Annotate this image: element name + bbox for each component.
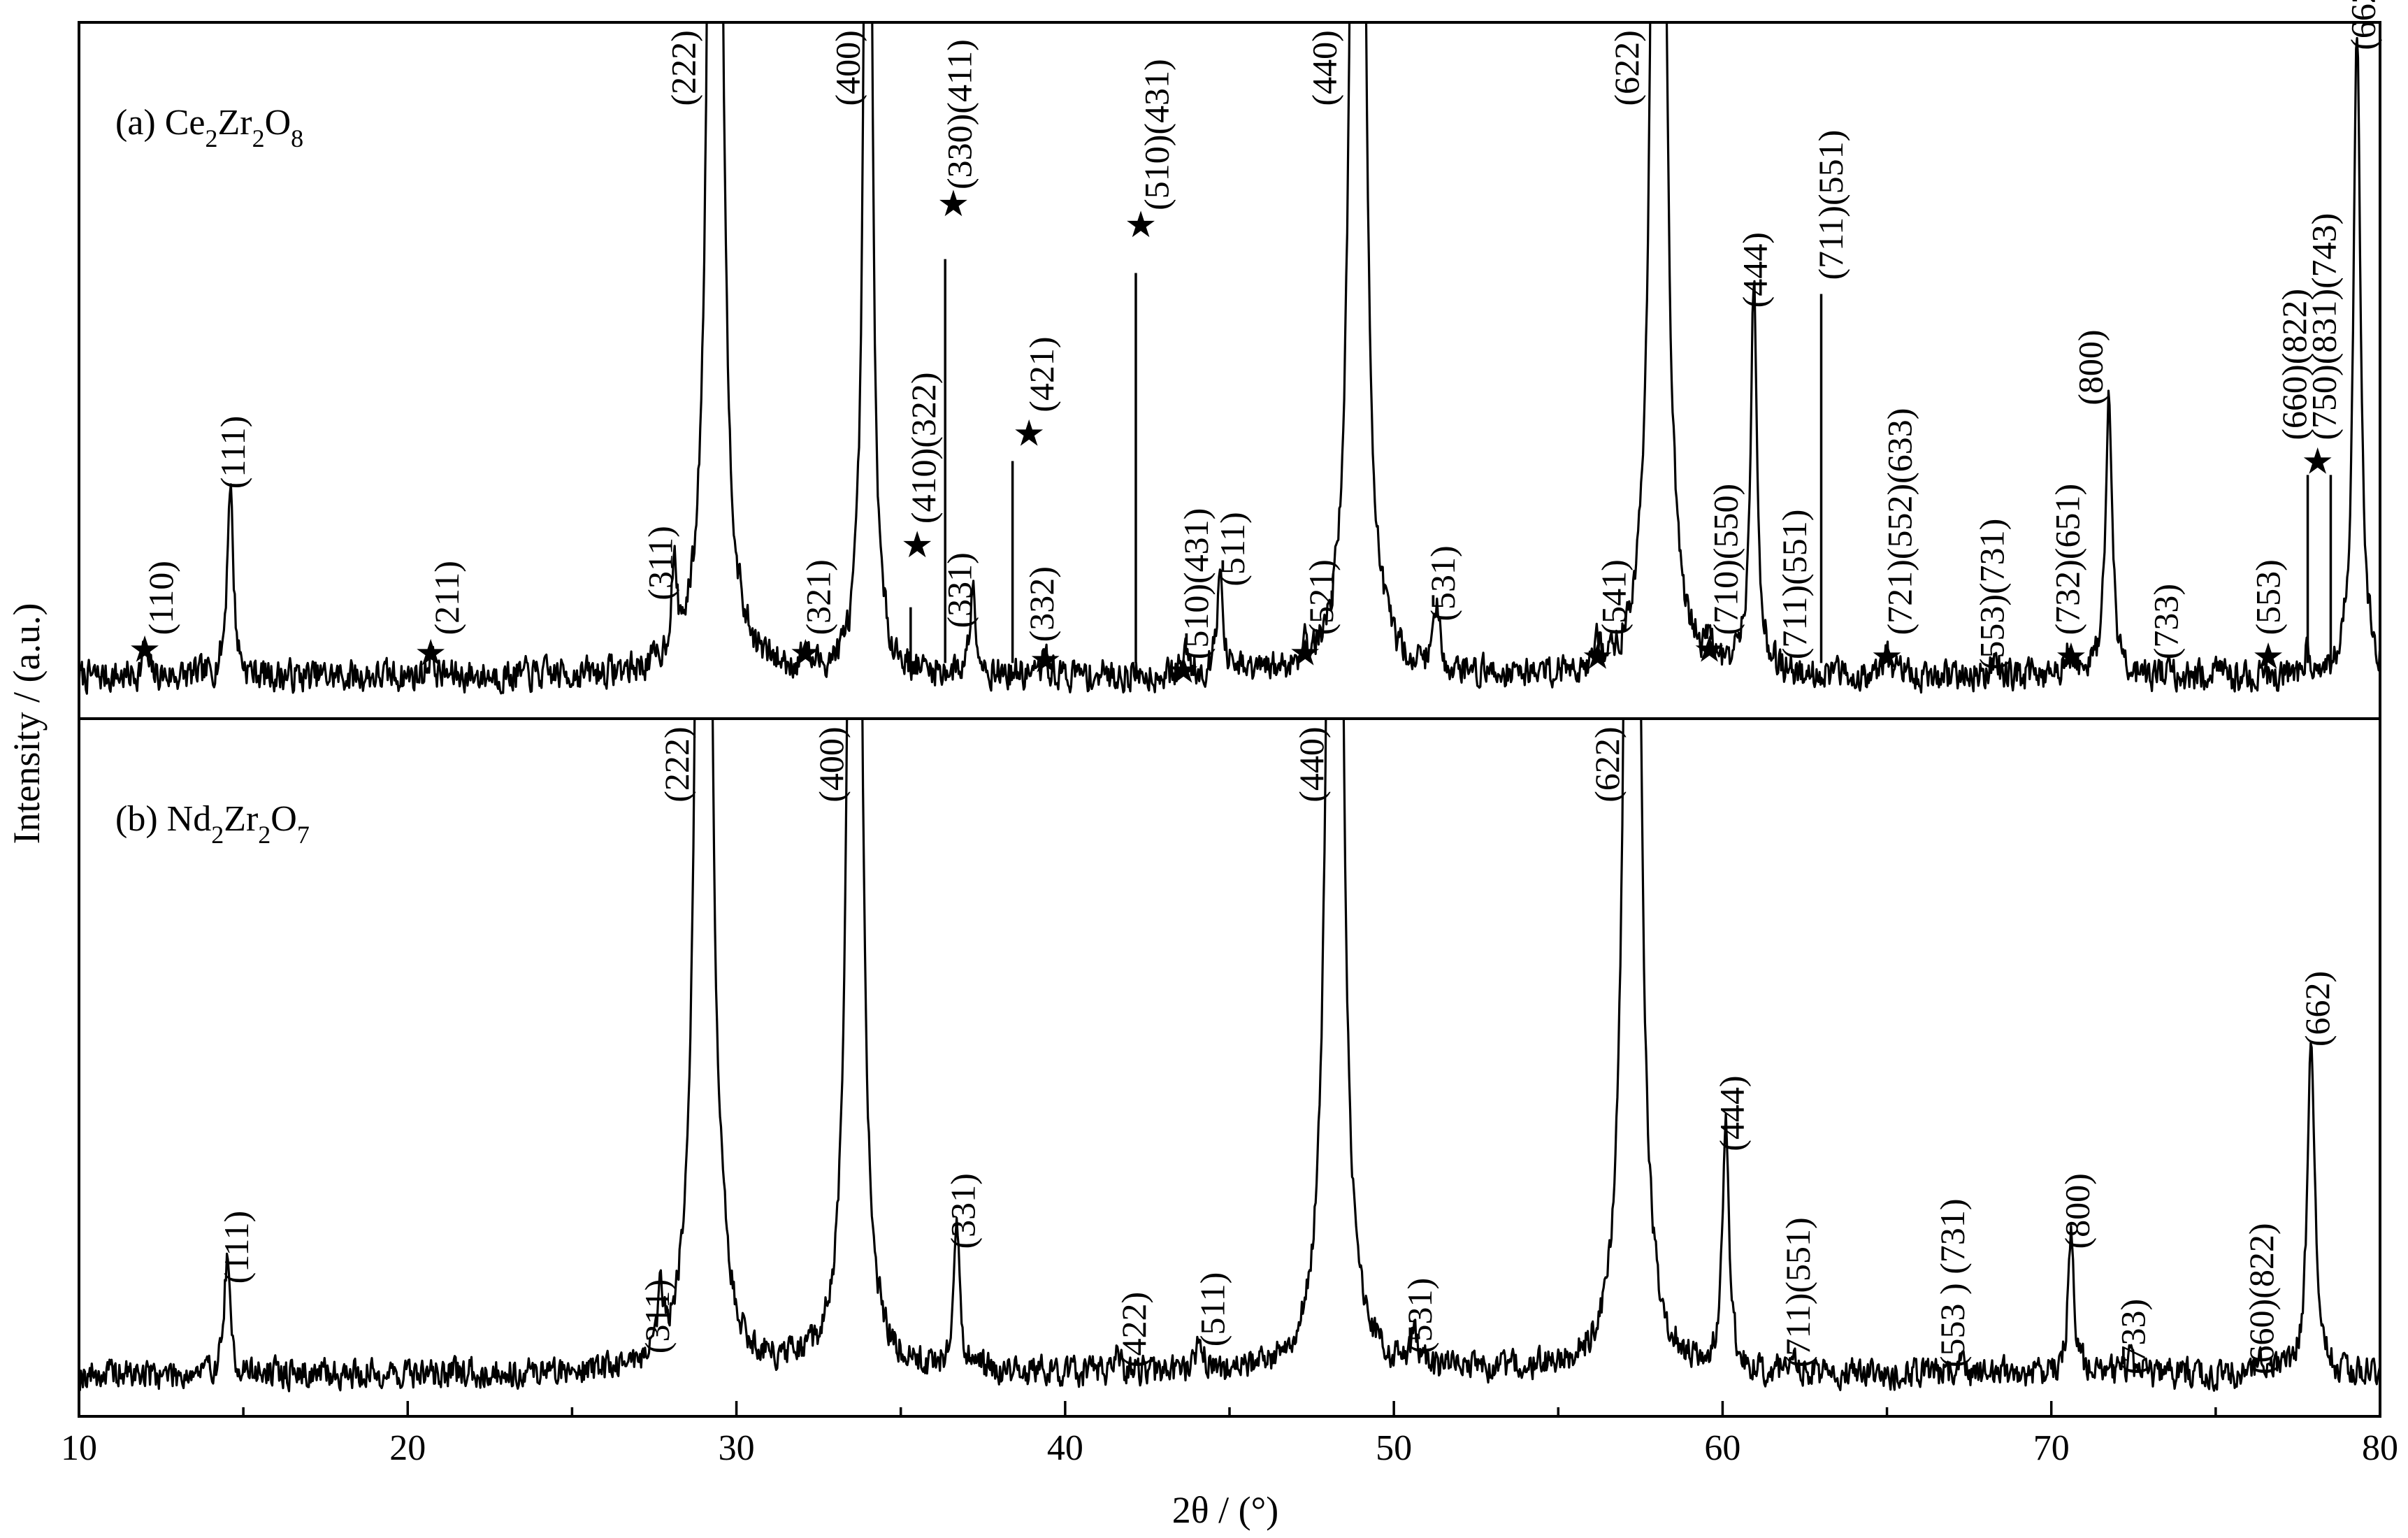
peak-label: (321) bbox=[798, 559, 837, 635]
peak-label: (662) bbox=[2344, 0, 2383, 50]
peak-label: (622) bbox=[1607, 30, 1646, 106]
y-axis-title: Intensity / (a.u.) bbox=[6, 603, 48, 845]
x-tick-label: 60 bbox=[1704, 1428, 1740, 1468]
peak-label: (800) bbox=[2057, 1173, 2096, 1249]
peak-label: (511) bbox=[1213, 512, 1252, 586]
star-marker: ★ bbox=[1029, 639, 1062, 681]
panel-b: (111) (311) (222) (400) (331) (422) (511) (440)… bbox=[78, 717, 2381, 1418]
peak-label: (111) bbox=[217, 1211, 256, 1284]
peak-label: (111) bbox=[213, 416, 252, 489]
peak-label: (711)(551) bbox=[1811, 130, 1850, 280]
x-tick-label: 10 bbox=[61, 1428, 97, 1468]
x-tick-label: 50 bbox=[1376, 1428, 1412, 1468]
peak-label: (110) bbox=[141, 561, 180, 635]
star-marker: ★ bbox=[2055, 635, 2088, 677]
peak-label: (222) bbox=[657, 726, 696, 802]
x-tick-label: 40 bbox=[1047, 1428, 1083, 1468]
peak-label: (622) bbox=[1587, 726, 1627, 802]
x-tick-label: 80 bbox=[2362, 1428, 2398, 1468]
peak-label: (410)(322) bbox=[904, 372, 943, 524]
star-marker: ★ bbox=[1870, 635, 1903, 677]
star-marker: ★ bbox=[1289, 632, 1322, 674]
peak-label: (400) bbox=[812, 726, 851, 802]
peak-label: (662) bbox=[2298, 971, 2337, 1047]
peak-label: (440) bbox=[1292, 726, 1331, 802]
x-tick-label: 20 bbox=[389, 1428, 426, 1468]
peak-label: (660)(822) bbox=[2242, 1223, 2281, 1374]
star-marker: ★ bbox=[1693, 628, 1726, 670]
star-marker: ★ bbox=[414, 632, 447, 674]
peak-label: (733) bbox=[2146, 584, 2185, 659]
peak-label: (711)(551) bbox=[1778, 1217, 1817, 1367]
peak-label: (711)(551) bbox=[1775, 510, 1814, 660]
peak-label: (422) bbox=[1114, 1292, 1153, 1367]
peak-label: (444) bbox=[1713, 1075, 1752, 1151]
peak-label: (222) bbox=[663, 30, 702, 106]
series-trace-b bbox=[79, 719, 2380, 1393]
peak-label: (331) bbox=[940, 552, 979, 628]
peak-label: (521) bbox=[1302, 559, 1341, 635]
star-marker: ★ bbox=[129, 628, 161, 670]
x-axis-title: 2θ / (°) bbox=[1172, 1489, 1278, 1531]
panel-a: ★ ★ ★★★★★★★ ★ ★ ★ ★ ★ ★★(110)(111)(211) (311)(222… bbox=[78, 0, 2383, 720]
peak-label: (440) bbox=[1305, 30, 1344, 106]
x-axis: 10 20 30 40 50 60 70 80 bbox=[61, 1401, 2398, 1468]
x-tick-label: 70 bbox=[2033, 1428, 2070, 1468]
peak-label: (553) bbox=[2248, 559, 2287, 635]
star-marker: ★ bbox=[1125, 204, 1158, 246]
star-marker: ★ bbox=[901, 524, 934, 566]
peak-label: (800) bbox=[2070, 329, 2110, 405]
peak-label: (331) bbox=[943, 1173, 982, 1249]
peak-label: (750)(831)(743) bbox=[2304, 213, 2343, 440]
series-trace-a bbox=[79, 22, 2380, 695]
star-marker: ★ bbox=[1581, 635, 1614, 677]
peak-label: (660)(822) bbox=[2274, 289, 2314, 440]
peak-label: (541) bbox=[1594, 559, 1633, 635]
peak-label: (531) bbox=[1423, 545, 1462, 621]
star-marker: ★ bbox=[2252, 635, 2285, 677]
star-marker: ★ bbox=[2301, 440, 2334, 482]
star-marker: ★ bbox=[1167, 649, 1200, 691]
peak-label: (510)(431) bbox=[1176, 508, 1216, 660]
peak-label: (553 ) (731) bbox=[1933, 1198, 1972, 1367]
peak-label: (311) bbox=[637, 1279, 677, 1353]
panel-frame-a bbox=[78, 21, 2381, 720]
peak-label: (553)(731) bbox=[1972, 519, 2011, 670]
panel-title-a: (a) Ce2Zr2O8 bbox=[115, 103, 303, 152]
peak-label: (511) bbox=[1193, 1272, 1232, 1346]
peak-label: (721)(552)(633) bbox=[1880, 408, 1919, 635]
peak-label: (710)(550) bbox=[1706, 484, 1745, 635]
peak-label: (330)(411) bbox=[940, 39, 979, 189]
peak-label: (332) bbox=[1022, 566, 1061, 642]
star-marker: ★ bbox=[937, 183, 970, 225]
star-marker: ★ bbox=[1013, 413, 1046, 455]
peak-label: (733) bbox=[2113, 1299, 2152, 1374]
star-marker: ★ bbox=[789, 632, 822, 674]
peak-label: (444) bbox=[1736, 232, 1775, 308]
peak-label: (400) bbox=[828, 30, 867, 106]
peak-label: (211) bbox=[427, 561, 466, 635]
peak-label: (531) bbox=[1400, 1278, 1439, 1353]
panel-title-b: (b) Nd2Zr2O7 bbox=[115, 799, 310, 849]
peak-label: (311) bbox=[641, 526, 680, 600]
peak-label: (421) bbox=[1022, 336, 1061, 412]
peak-label: (510)(431) bbox=[1137, 59, 1176, 210]
x-tick-label: 30 bbox=[719, 1428, 755, 1468]
peak-label: (732)(651) bbox=[2047, 484, 2086, 635]
